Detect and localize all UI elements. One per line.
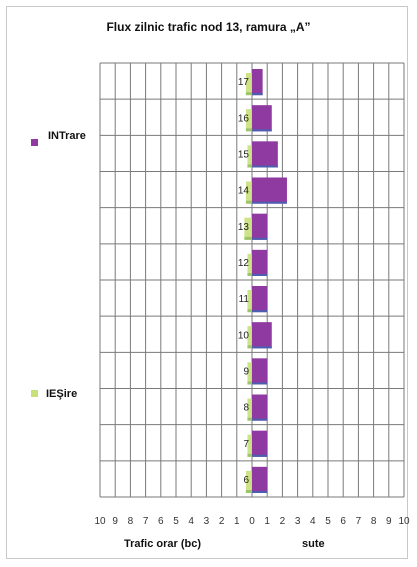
bar-iesire-shadow — [244, 236, 253, 240]
bar-intrare — [252, 177, 287, 204]
bar-iesire — [245, 73, 252, 96]
bar-intrare — [252, 213, 268, 240]
bar-iesire — [245, 109, 252, 132]
bar-intrare-edge — [252, 346, 272, 349]
bar-intrare — [252, 322, 272, 349]
x-tick-label: 5 — [325, 516, 331, 527]
x-tick-label: 4 — [188, 516, 194, 527]
bar-intrare — [252, 69, 263, 96]
bar-iesire-shadow — [247, 453, 253, 457]
bar-iesire — [247, 145, 252, 168]
category-label: 10 — [238, 330, 250, 341]
bar-intrare-edge — [252, 129, 272, 132]
bar-iesire-shadow — [245, 200, 253, 204]
x-tick-label: 9 — [112, 516, 118, 527]
x-tick-label: 9 — [386, 516, 392, 527]
bar-intrare — [252, 286, 268, 313]
bar-iesire — [245, 181, 252, 204]
category-label: 15 — [238, 149, 250, 160]
x-tick-label: 10 — [398, 516, 410, 527]
x-tick-label: 10 — [94, 516, 106, 527]
x-axis-label: Trafic orar (bc) — [124, 538, 202, 550]
category-label: 6 — [243, 475, 249, 486]
bar-iesire-shadow — [247, 417, 253, 421]
bar-intrare-edge — [252, 454, 268, 457]
bar-iesire-shadow — [245, 490, 253, 493]
bar-intrare — [252, 430, 268, 457]
bar-intrare — [252, 249, 268, 276]
chart-title: Flux zilnic trafic nod 13, ramura „A” — [106, 20, 311, 34]
category-label: 7 — [243, 439, 249, 450]
x-axis-unit: sute — [302, 538, 325, 550]
bar-intrare-edge — [252, 382, 268, 385]
bar-iesire — [247, 362, 252, 385]
category-label: 13 — [238, 222, 250, 233]
bar-intrare-edge — [252, 310, 268, 313]
bar-iesire-shadow — [247, 381, 253, 385]
x-tick-label: 3 — [204, 516, 210, 527]
x-tick-label: 0 — [249, 516, 255, 527]
bar-intrare — [252, 141, 278, 168]
x-tick-label: 1 — [264, 516, 270, 527]
category-label: 8 — [243, 403, 249, 414]
bar-intrare — [252, 394, 268, 421]
bar-iesire-shadow — [245, 92, 253, 96]
bar-iesire — [247, 253, 252, 276]
x-tick-label: 6 — [340, 516, 346, 527]
bar-intrare — [252, 466, 268, 493]
bar-iesire — [247, 290, 252, 313]
bar-intrare-edge — [252, 491, 268, 493]
x-tick-label: 8 — [128, 516, 134, 527]
category-label: 12 — [238, 258, 250, 269]
bar-iesire — [247, 434, 252, 457]
x-tick-label: 6 — [158, 516, 164, 527]
bar-intrare-edge — [252, 274, 268, 276]
bar-intrare — [252, 105, 272, 132]
bar-intrare — [252, 358, 268, 385]
bar-intrare-edge — [252, 93, 263, 96]
bar-iesire-shadow — [247, 164, 253, 168]
bar-iesire-shadow — [245, 128, 253, 132]
category-label: 9 — [243, 366, 249, 377]
bar-iesire — [245, 470, 252, 493]
bar-iesire-shadow — [247, 345, 253, 349]
bar-iesire — [247, 398, 252, 421]
category-label: 16 — [238, 113, 250, 124]
x-tick-label: 2 — [280, 516, 286, 527]
x-tick-label: 7 — [143, 516, 149, 527]
bar-intrare-edge — [252, 418, 268, 421]
legend-marker-intrare — [31, 139, 38, 146]
x-tick-label: 4 — [310, 516, 316, 527]
bar-intrare-edge — [252, 165, 278, 168]
x-tick-label: 3 — [295, 516, 301, 527]
x-tick-label: 2 — [219, 516, 225, 527]
legend-marker-iesire — [31, 390, 38, 397]
category-label: 14 — [238, 186, 250, 197]
legend-label-iesire: IEŞire — [46, 388, 78, 400]
bar-iesire-shadow — [247, 273, 253, 276]
bar-intrare-edge — [252, 237, 268, 240]
legend-label-intrare: INTrare — [48, 130, 86, 142]
x-tick-label: 1 — [234, 516, 240, 527]
bar-iesire — [244, 217, 252, 240]
category-label: 17 — [238, 77, 250, 88]
x-tick-label: 8 — [371, 516, 377, 527]
bar-iesire — [247, 326, 252, 349]
x-tick-label: 5 — [173, 516, 179, 527]
category-label: 11 — [239, 294, 250, 305]
bar-intrare-edge — [252, 201, 287, 204]
bar-iesire-shadow — [247, 309, 253, 313]
x-tick-label: 7 — [356, 516, 362, 527]
